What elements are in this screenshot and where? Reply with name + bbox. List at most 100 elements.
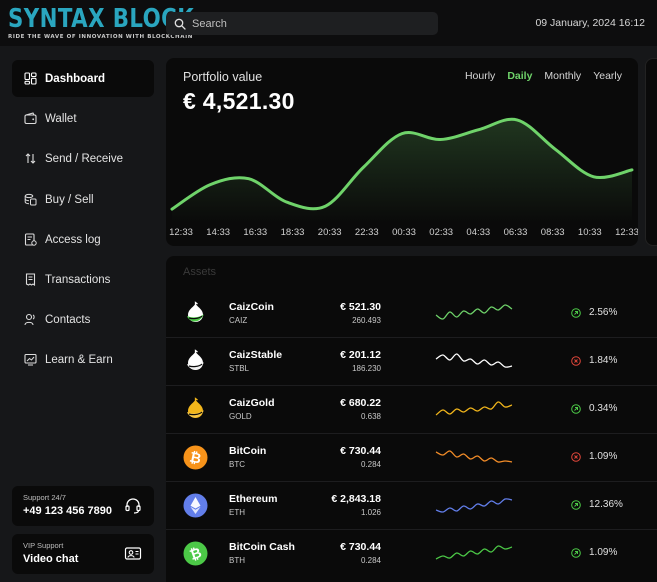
portfolio-value: € 4,521.30	[183, 88, 295, 114]
asset-symbol: CAIZ	[229, 316, 248, 325]
asset-symbol: STBL	[229, 364, 250, 373]
asset-change: 1.84%	[571, 355, 617, 366]
period-monthly[interactable]: Monthly	[544, 70, 582, 82]
x-tick-label: 20:33	[318, 227, 342, 238]
logo-tagline: RIDE THE WAVE OF INNOVATION WITH BLOCKCH…	[8, 34, 193, 40]
nav-learn-earn[interactable]: Learn & Earn	[12, 341, 154, 378]
period-selector: Hourly Daily Monthly Yearly	[465, 70, 622, 82]
search-input[interactable]	[192, 17, 422, 30]
vip-support-card[interactable]: VIP Support Video chat	[12, 534, 154, 574]
asset-name: CaizStable	[229, 349, 283, 361]
asset-change-value: 1.84%	[589, 355, 618, 366]
svg-text:₿: ₿	[188, 449, 202, 467]
video-chat-icon	[124, 547, 142, 560]
nav-buy-sell-label: Buy / Sell	[45, 193, 94, 206]
x-tick-label: 18:33	[281, 227, 305, 238]
caizcoin-icon	[187, 301, 204, 322]
asset-name: CaizCoin	[229, 301, 274, 313]
x-tick-label: 04:33	[466, 227, 490, 238]
chart-icon	[24, 353, 37, 366]
asset-row-ethereum[interactable]: Ethereum ETH € 2,843.18 1.026 12.36%	[166, 482, 657, 530]
asset-change-value: 2.56%	[589, 307, 618, 318]
nav-wallet-label: Wallet	[45, 112, 77, 125]
nav-wallet[interactable]: Wallet	[12, 100, 154, 137]
asset-row-caizstable[interactable]: CaizStable STBL € 201.12 186.230 1.84%	[166, 338, 657, 386]
asset-amount: 0.638	[360, 412, 381, 421]
period-hourly[interactable]: Hourly	[464, 70, 496, 82]
ethereum-icon	[183, 493, 208, 518]
x-tick-label: 06:33	[504, 227, 528, 238]
asset-change-value: 0.34%	[589, 403, 618, 414]
asset-sparkline	[435, 498, 513, 513]
asset-symbol: BTC	[229, 460, 245, 469]
portfolio-label: Portfolio value	[183, 70, 263, 84]
nav-send-receive[interactable]: Send / Receive	[12, 140, 154, 177]
access-log-icon	[24, 233, 37, 246]
nav-dashboard[interactable]: Dashboard	[12, 60, 154, 97]
asset-sparkline	[435, 401, 513, 416]
asset-price: € 201.12	[340, 349, 381, 361]
asset-price: € 521.30	[340, 301, 381, 313]
search-bar[interactable]	[166, 12, 438, 35]
support-card[interactable]: Support 24/7 +49 123 456 7890	[12, 486, 154, 526]
search-icon	[174, 18, 186, 30]
current-datetime: 09 January, 2024 16:12	[535, 17, 645, 29]
asset-change: 1.09%	[571, 451, 617, 462]
svg-text:₿: ₿	[188, 545, 204, 564]
logo[interactable]: SYNTAX BLOCK RIDE THE WAVE OF INNOVATION…	[8, 4, 195, 42]
asset-sparkline	[435, 545, 513, 560]
asset-price: € 730.44	[340, 541, 381, 553]
asset-price: € 680.22	[340, 397, 381, 409]
asset-symbol: BTH	[229, 556, 245, 565]
x-tick-label: 00:33	[392, 227, 416, 238]
chart-line	[170, 117, 634, 211]
chart-x-axis: 12:33 14:33 16:33 18:33 20:33 22:33 00:33 02:33…	[169, 227, 638, 238]
assets-title: Assets	[183, 266, 217, 278]
x-tick-label: 02:33	[429, 227, 453, 238]
secondary-card-edge	[645, 58, 657, 246]
asset-sparkline	[435, 353, 513, 368]
trend-up-icon	[571, 499, 581, 510]
asset-symbol: GOLD	[229, 412, 252, 421]
asset-row-caizcoin[interactable]: CaizCoin CAIZ € 521.30 260.493 2.56%	[166, 290, 657, 338]
top-bar: SYNTAX BLOCK RIDE THE WAVE OF INNOVATION…	[0, 0, 657, 46]
nav-dashboard-label: Dashboard	[45, 72, 106, 85]
nav-buy-sell[interactable]: Buy / Sell	[12, 181, 154, 218]
asset-name: BitCoin Cash	[229, 541, 295, 553]
asset-amount: 1.026	[360, 508, 381, 517]
portfolio-card: 12:33 14:33 16:33 18:33 20:33 22:33 00:33 02:33…	[166, 58, 638, 246]
nav-transactions[interactable]: Transactions	[12, 261, 154, 298]
nav-access-log[interactable]: Access log	[12, 221, 154, 258]
bitcoin-icon: ₿	[183, 445, 208, 470]
asset-name: CaizGold	[229, 397, 275, 409]
asset-name: BitCoin	[229, 445, 267, 457]
asset-change: 2.56%	[571, 307, 617, 318]
period-yearly[interactable]: Yearly	[593, 70, 622, 82]
caizstable-icon	[187, 349, 204, 370]
asset-name: Ethereum	[229, 493, 278, 505]
asset-change-value: 1.09%	[589, 547, 618, 558]
period-daily[interactable]: Daily	[507, 70, 533, 82]
trend-up-icon	[571, 547, 581, 558]
wallet-icon	[24, 112, 37, 125]
asset-amount: 260.493	[352, 316, 381, 325]
asset-row-bitcoin-cash[interactable]: ₿ BitCoin Cash BTH € 730.44 0.284 1.09%	[166, 530, 657, 578]
trend-down-icon	[571, 355, 581, 366]
asset-row-bitcoin[interactable]: ₿ BitCoin BTC € 730.44 0.284 1.09%	[166, 434, 657, 482]
trend-up-icon	[571, 403, 581, 414]
x-tick-label: 10:33	[578, 227, 602, 238]
portfolio-chart: 12:33 14:33 16:33 18:33 20:33 22:33 00:33 02:33…	[169, 117, 638, 238]
asset-amount: 0.284	[360, 460, 381, 469]
x-tick-label: 12:33	[169, 227, 193, 238]
support-phone: +49 123 456 7890	[23, 505, 113, 517]
nav-contacts[interactable]: Contacts	[12, 301, 154, 338]
nav-contacts-label: Contacts	[45, 313, 91, 326]
trend-up-icon	[571, 307, 581, 318]
asset-row-caizgold[interactable]: CaizGold GOLD € 680.22 0.638 0.34%	[166, 386, 657, 434]
x-tick-label: 14:33	[206, 227, 230, 238]
nav-access-log-label: Access log	[45, 233, 101, 246]
bitcoin-cash-icon: ₿	[183, 541, 208, 566]
logo-title: SYNTAX BLOCK	[8, 4, 195, 34]
receipt-icon	[25, 273, 36, 286]
